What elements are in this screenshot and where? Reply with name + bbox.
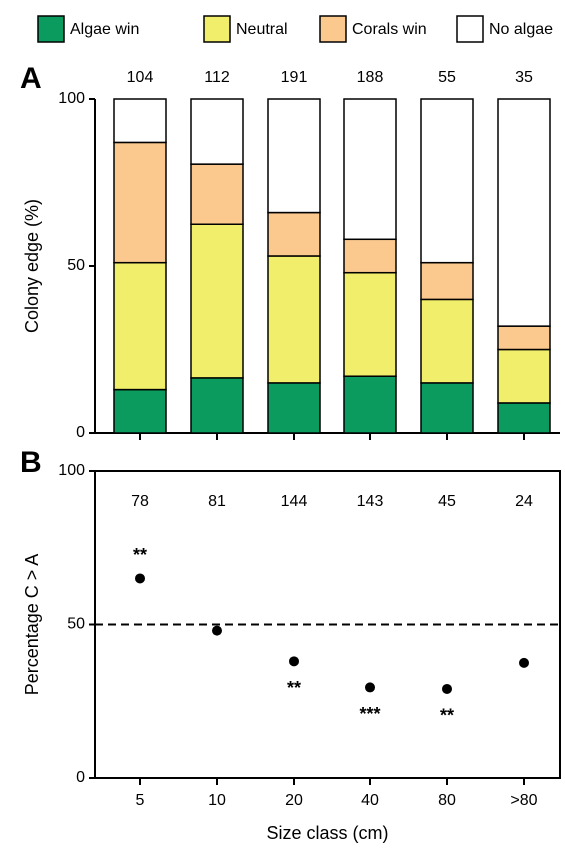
data-point — [442, 683, 452, 694]
significance-label: ** — [287, 678, 301, 698]
x-tick-label: 20 — [285, 792, 303, 809]
legend-swatch — [37, 15, 65, 43]
bar-segment — [343, 375, 397, 434]
y-axis-label: Colony edge (%) — [22, 199, 42, 333]
x-tick-label: 80 — [438, 792, 456, 809]
count-label: 81 — [208, 493, 226, 510]
count-label: 35 — [515, 69, 533, 86]
bar-segment — [420, 298, 474, 384]
bar-segment — [343, 238, 397, 274]
count-label: 188 — [357, 69, 384, 86]
count-label: 24 — [515, 493, 533, 510]
panel-label: B — [20, 446, 42, 479]
bar-segment — [190, 98, 244, 165]
bar-segment — [267, 255, 321, 384]
bar-segment — [190, 223, 244, 379]
significance-label: *** — [359, 704, 380, 724]
y-tick-label: 0 — [76, 769, 85, 786]
bar-segment — [420, 98, 474, 264]
x-tick-label: 5 — [136, 792, 145, 809]
x-tick-label: 10 — [208, 792, 226, 809]
bar-segment — [113, 261, 167, 391]
significance-label: ** — [440, 706, 454, 726]
bar-segment — [343, 98, 397, 241]
legend-label: Neutral — [236, 21, 288, 38]
bar-segment — [497, 98, 551, 327]
bar-segment — [420, 261, 474, 301]
panel-label: A — [20, 62, 42, 95]
data-point — [289, 656, 299, 667]
legend-swatch — [319, 15, 347, 43]
bar-segment — [267, 211, 321, 257]
bar-segment — [497, 325, 551, 351]
y-tick-label: 50 — [67, 257, 85, 274]
bar-segment — [267, 382, 321, 434]
data-point — [135, 573, 145, 584]
legend-label: Algae win — [70, 21, 139, 38]
bar-segment — [113, 141, 167, 264]
count-label: 144 — [281, 493, 308, 510]
legend-swatch — [456, 15, 484, 43]
bar-segment — [190, 377, 244, 434]
legend-swatch — [203, 15, 231, 43]
bar-segment — [267, 98, 321, 214]
bar-segment — [420, 382, 474, 434]
x-tick-label: 40 — [361, 792, 379, 809]
y-tick-label: 100 — [58, 462, 85, 479]
data-point — [519, 657, 529, 668]
y-tick-label: 0 — [76, 424, 85, 441]
bar-segment — [343, 271, 397, 377]
count-label: 104 — [127, 69, 154, 86]
count-label: 112 — [204, 69, 230, 86]
count-label: 45 — [438, 493, 456, 510]
count-label: 143 — [357, 493, 384, 510]
data-point — [365, 682, 375, 693]
data-point — [212, 625, 222, 636]
x-axis-label: Size class (cm) — [266, 823, 388, 843]
legend-label: No algae — [489, 21, 553, 38]
x-tick-label: >80 — [510, 792, 537, 809]
y-axis-label: Percentage C > A — [22, 554, 42, 696]
bar-segment — [113, 388, 167, 434]
bar-segment — [113, 98, 167, 144]
y-tick-label: 100 — [58, 90, 85, 107]
significance-label: ** — [133, 545, 147, 565]
count-label: 55 — [438, 69, 456, 86]
count-label: 78 — [131, 493, 149, 510]
bar-segment — [497, 402, 551, 434]
count-label: 191 — [281, 69, 308, 86]
bar-segment — [190, 163, 244, 226]
legend-label: Corals win — [352, 21, 427, 38]
y-tick-label: 50 — [67, 616, 85, 633]
bar-segment — [497, 348, 551, 404]
